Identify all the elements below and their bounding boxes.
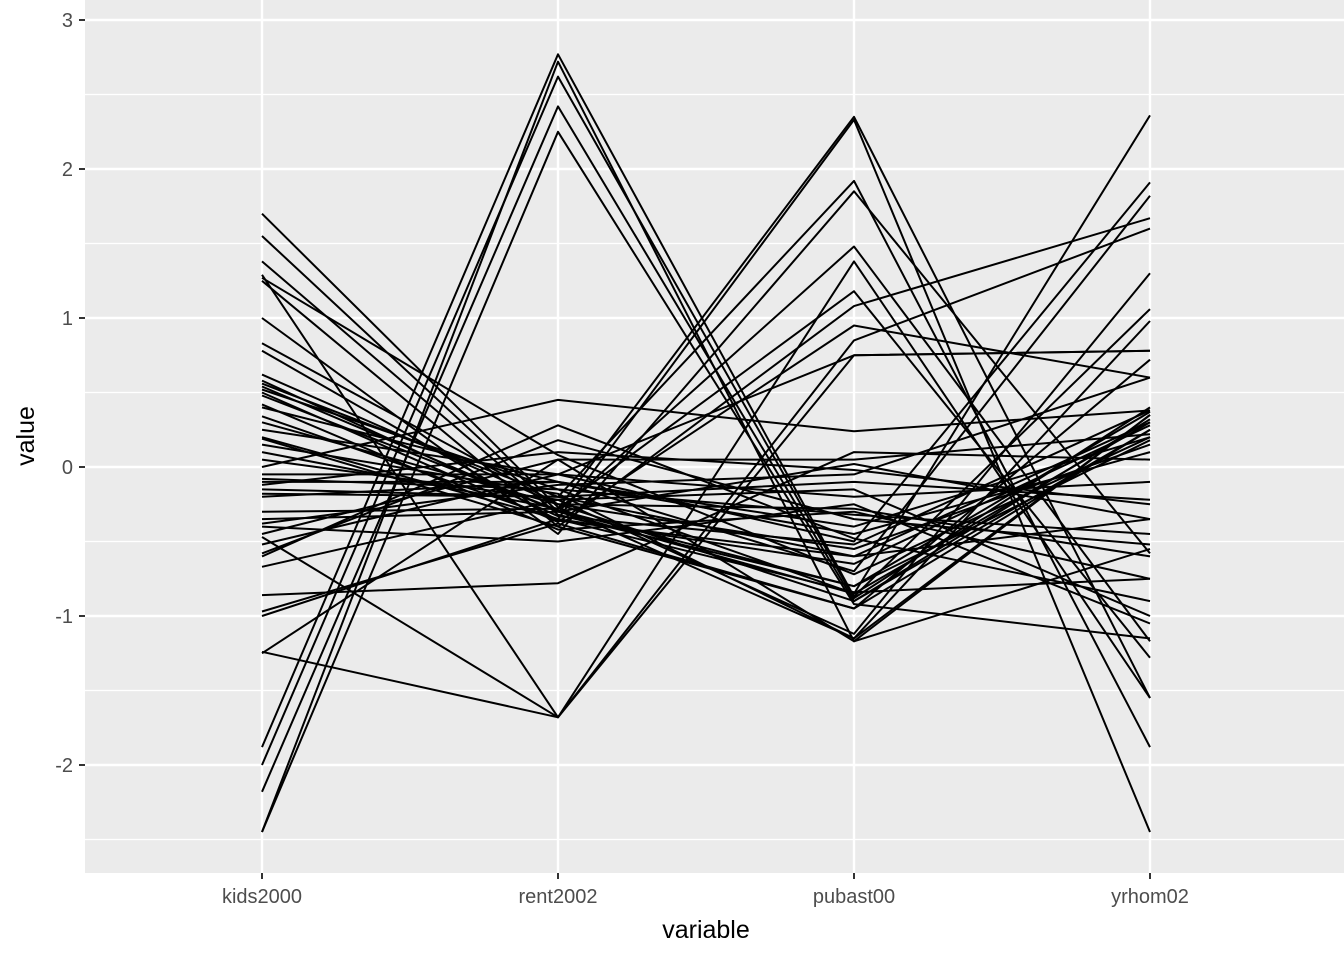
series-line xyxy=(261,342,1151,603)
y-tick-label: -1 xyxy=(55,606,73,628)
x-tick-label: pubast00 xyxy=(813,886,895,908)
series-line xyxy=(261,518,1151,617)
y-tick-label: 0 xyxy=(62,457,73,479)
series-line xyxy=(261,276,1151,576)
series-line xyxy=(261,324,1151,524)
series-lines xyxy=(261,53,1151,833)
x-tick-label: rent2002 xyxy=(519,886,598,908)
series-line xyxy=(261,212,1151,640)
y-axis-title: value xyxy=(12,406,40,466)
series-line xyxy=(261,114,1151,595)
grid xyxy=(85,0,1344,873)
series-line xyxy=(261,349,1151,546)
series-line xyxy=(261,195,1151,573)
y-tick-label: -2 xyxy=(55,755,73,777)
series-line xyxy=(261,227,1151,719)
x-axis: kids2000 rent2002 pubast00 yrhom02 xyxy=(222,873,1189,908)
plot-panel xyxy=(85,0,1344,873)
y-tick-label: 2 xyxy=(62,159,73,181)
series-line xyxy=(261,181,1151,543)
series-line xyxy=(261,403,1151,580)
series-line xyxy=(261,424,1151,603)
series-line xyxy=(261,349,1151,558)
x-tick-label: yrhom02 xyxy=(1111,886,1189,908)
series-line xyxy=(261,388,1151,535)
x-axis-title: variable xyxy=(662,916,750,944)
series-line xyxy=(261,320,1151,640)
series-line xyxy=(261,414,1151,655)
series-line xyxy=(261,376,1151,525)
series-line xyxy=(261,179,1151,748)
x-tick-label: kids2000 xyxy=(222,886,302,908)
series-line xyxy=(261,60,1151,833)
series-line xyxy=(261,130,1151,833)
series-line xyxy=(261,451,1151,597)
series-line xyxy=(261,75,1151,766)
y-tick-label: 3 xyxy=(62,10,73,32)
series-line xyxy=(261,190,1151,555)
series-line xyxy=(261,488,1151,617)
y-tick-label: 1 xyxy=(62,308,73,330)
y-axis: -2 -1 0 1 2 3 xyxy=(55,10,85,777)
